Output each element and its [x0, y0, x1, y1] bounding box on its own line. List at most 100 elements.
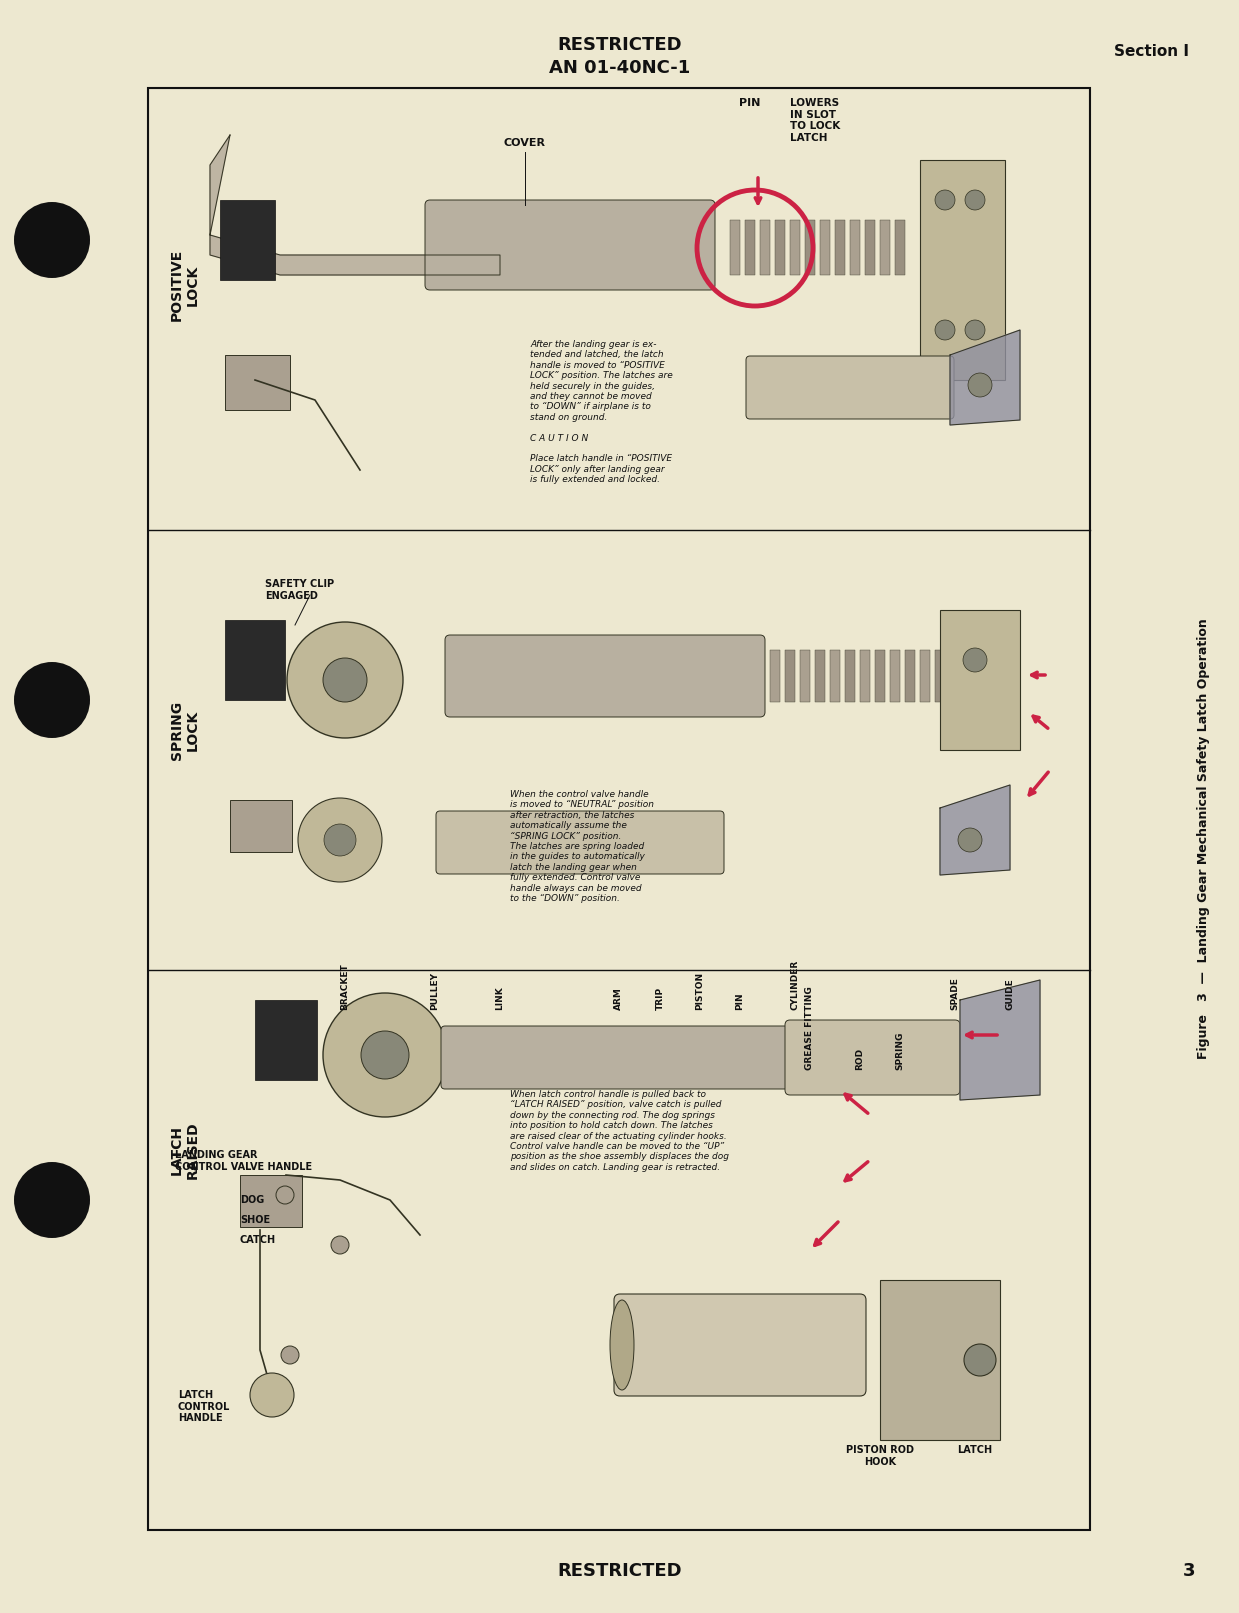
Point: [403, 960, 422, 986]
Point: [559, 1415, 579, 1440]
Point: [698, 284, 717, 310]
Point: [908, 487, 928, 513]
Point: [685, 556, 705, 582]
Point: [824, 298, 844, 324]
Point: [508, 477, 528, 503]
Point: [146, 923, 166, 948]
Point: [564, 668, 584, 694]
Point: [919, 142, 939, 168]
Point: [1077, 1023, 1097, 1048]
Point: [326, 673, 346, 698]
Point: [757, 676, 777, 702]
Point: [726, 600, 746, 626]
Point: [732, 577, 752, 603]
Point: [543, 1219, 563, 1245]
Point: [897, 1290, 917, 1316]
Point: [976, 1202, 996, 1227]
Point: [326, 987, 346, 1013]
Point: [188, 537, 208, 563]
Point: [961, 1257, 981, 1282]
Point: [1009, 137, 1028, 163]
Point: [838, 897, 857, 923]
Point: [900, 218, 919, 244]
Point: [291, 866, 311, 892]
Point: [1028, 1007, 1048, 1032]
Point: [188, 589, 208, 615]
Point: [260, 1478, 280, 1503]
Point: [363, 1082, 383, 1108]
Point: [322, 895, 342, 921]
Text: SPRING
LOCK: SPRING LOCK: [170, 700, 201, 760]
Point: [543, 1336, 563, 1361]
Point: [289, 1350, 309, 1376]
Point: [766, 1286, 786, 1311]
Point: [393, 1126, 413, 1152]
Point: [212, 692, 232, 718]
Point: [212, 1021, 232, 1047]
Point: [322, 974, 342, 1000]
Point: [461, 942, 481, 968]
Point: [960, 1015, 980, 1040]
Point: [817, 1229, 836, 1255]
Point: [720, 779, 740, 805]
Point: [895, 197, 914, 223]
Point: [378, 173, 398, 198]
Point: [313, 569, 333, 595]
Point: [629, 1068, 649, 1094]
Point: [169, 724, 188, 750]
Point: [244, 352, 264, 377]
Point: [254, 126, 274, 152]
Point: [886, 1345, 906, 1371]
Point: [1046, 694, 1066, 719]
Point: [379, 1018, 399, 1044]
Point: [543, 724, 563, 750]
Point: [1038, 1284, 1058, 1310]
Point: [928, 1105, 948, 1131]
Point: [323, 789, 343, 815]
Point: [1015, 445, 1035, 471]
Point: [440, 258, 460, 284]
Point: [291, 1226, 311, 1252]
Point: [514, 642, 534, 668]
Point: [828, 340, 847, 366]
Point: [501, 1207, 520, 1232]
Point: [270, 898, 290, 924]
Point: [1001, 442, 1021, 468]
Point: [375, 369, 395, 395]
Point: [761, 611, 781, 637]
Point: [655, 326, 675, 352]
Point: [595, 947, 615, 973]
Point: [311, 1189, 331, 1215]
Point: [398, 634, 418, 660]
Point: [762, 471, 782, 497]
Bar: [730, 219, 740, 274]
Point: [709, 295, 729, 321]
Point: [240, 140, 260, 166]
Point: [524, 305, 544, 331]
Point: [571, 465, 591, 490]
Point: [843, 1511, 862, 1537]
Point: [681, 426, 701, 452]
Point: [808, 652, 828, 677]
Point: [861, 626, 881, 652]
Point: [380, 752, 400, 777]
Point: [745, 1044, 764, 1069]
Point: [917, 479, 937, 505]
Point: [579, 379, 598, 405]
Point: [720, 677, 740, 703]
Point: [172, 353, 192, 379]
Point: [175, 106, 195, 132]
Point: [343, 179, 363, 205]
Point: [479, 1023, 499, 1048]
Point: [149, 1290, 169, 1316]
Point: [282, 492, 302, 518]
Point: [440, 1448, 460, 1474]
Point: [896, 589, 916, 615]
Point: [955, 365, 975, 390]
Point: [203, 826, 223, 852]
Point: [242, 698, 261, 724]
Point: [912, 106, 932, 132]
Point: [933, 311, 953, 337]
Point: [771, 800, 790, 826]
Point: [1058, 340, 1078, 366]
